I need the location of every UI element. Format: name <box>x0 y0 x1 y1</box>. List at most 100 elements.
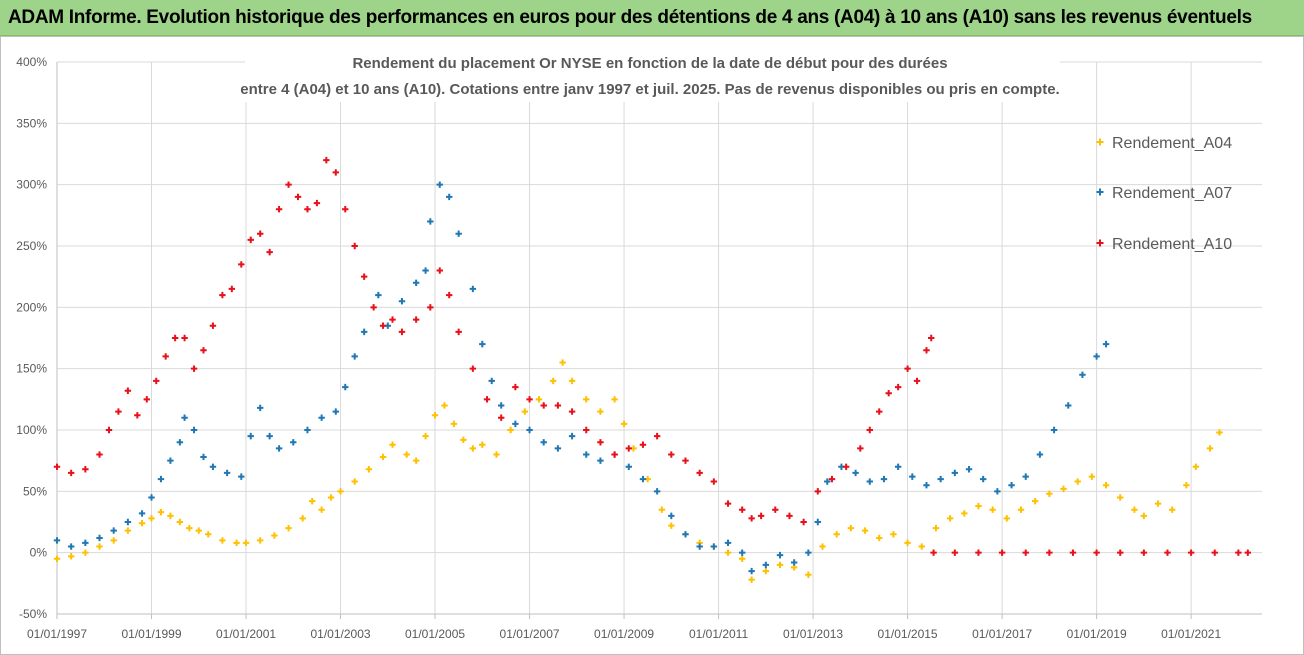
data-point-rendement_a07 <box>446 193 453 201</box>
data-point-rendement_a07 <box>762 561 770 569</box>
data-point-rendement_a10 <box>190 365 198 372</box>
data-point-rendement_a10 <box>238 261 245 268</box>
data-point-rendement_a10 <box>653 432 661 440</box>
data-point-rendement_a04 <box>724 549 732 556</box>
x-tick-label: 01/01/2017 <box>972 627 1032 641</box>
data-point-rendement_a04 <box>271 532 278 539</box>
data-point-rendement_a07 <box>526 426 533 434</box>
data-point-rendement_a10 <box>923 347 930 354</box>
data-point-rendement_a10 <box>483 396 491 403</box>
data-point-rendement_a10 <box>975 549 982 556</box>
data-point-rendement_a10 <box>436 267 443 274</box>
y-tick-label: 400% <box>16 55 47 69</box>
x-tick-label: 01/01/2019 <box>1067 627 1127 641</box>
data-point-rendement_a07 <box>318 414 325 421</box>
data-point-rendement_a04 <box>668 522 675 529</box>
data-point-rendement_a10 <box>105 426 113 434</box>
data-point-rendement_a10 <box>1187 549 1195 556</box>
data-point-rendement_a04 <box>776 561 784 569</box>
data-point-rendement_a04 <box>1140 512 1148 520</box>
data-point-rendement_a04 <box>256 537 264 544</box>
data-point-rendement_a07 <box>540 439 547 446</box>
data-point-rendement_a10 <box>512 383 519 391</box>
data-point-rendement_a10 <box>313 199 321 207</box>
data-point-rendement_a10 <box>1046 549 1053 556</box>
data-point-rendement_a04 <box>620 420 628 428</box>
data-point-rendement_a07 <box>360 328 368 336</box>
data-point-rendement_a04 <box>337 488 344 495</box>
data-point-rendement_a07 <box>909 473 916 480</box>
data-point-rendement_a04 <box>242 539 250 547</box>
data-point-rendement_a04 <box>412 457 420 464</box>
data-point-rendement_a04 <box>365 466 373 473</box>
data-point-rendement_a10 <box>540 402 547 409</box>
data-point-rendement_a04 <box>1102 482 1110 489</box>
data-point-rendement_a10 <box>455 328 462 336</box>
data-point-rendement_a07 <box>639 475 647 483</box>
data-point-rendement_a04 <box>1017 506 1025 513</box>
data-point-rendement_a04 <box>658 506 666 513</box>
data-point-rendement_a10 <box>842 463 850 470</box>
data-point-rendement_a10 <box>82 466 89 473</box>
data-point-rendement_a04 <box>1074 478 1081 485</box>
legend-marker <box>1096 138 1104 146</box>
data-point-rendement_a04 <box>351 478 358 485</box>
data-point-rendement_a10 <box>162 353 169 360</box>
data-point-rendement_a10 <box>143 396 150 403</box>
data-point-rendement_a07 <box>1065 402 1072 409</box>
data-point-rendement_a10 <box>894 383 902 391</box>
data-point-rendement_a07 <box>653 488 661 495</box>
header-banner: ADAM Informe. Evolution historique des p… <box>0 0 1304 36</box>
data-point-rendement_a04 <box>82 549 89 556</box>
data-point-rendement_a04 <box>327 494 335 501</box>
data-point-rendement_a10 <box>857 445 864 452</box>
data-point-rendement_a07 <box>436 181 443 188</box>
data-point-rendement_a07 <box>238 473 245 480</box>
data-point-rendement_a04 <box>559 359 566 366</box>
data-point-rendement_a04 <box>1169 506 1176 513</box>
data-point-rendement_a10 <box>876 408 883 415</box>
series-Rendement_A10 <box>53 156 1252 556</box>
data-point-rendement_a10 <box>639 441 647 448</box>
data-point-rendement_a07 <box>398 298 406 305</box>
data-point-rendement_a10 <box>814 488 822 495</box>
data-point-rendement_a04 <box>611 396 618 403</box>
data-point-rendement_a10 <box>625 445 632 452</box>
data-point-rendement_a07 <box>455 230 462 237</box>
data-point-rendement_a10 <box>913 377 921 385</box>
data-point-rendement_a07 <box>994 488 1001 495</box>
data-point-rendement_a04 <box>124 527 132 534</box>
data-point-rendement_a04 <box>1206 445 1214 452</box>
x-tick-label: 01/01/2013 <box>783 627 843 641</box>
data-point-rendement_a04 <box>67 553 75 560</box>
y-tick-label: 250% <box>16 239 47 253</box>
data-point-rendement_a07 <box>479 340 486 348</box>
data-point-rendement_a10 <box>928 334 935 342</box>
data-point-rendement_a07 <box>1008 482 1015 489</box>
data-point-rendement_a04 <box>176 518 184 526</box>
x-tick-label: 01/01/2011 <box>689 627 748 641</box>
data-point-rendement_a10 <box>1235 549 1242 556</box>
data-point-rendement_a10 <box>554 402 562 409</box>
data-point-rendement_a07 <box>979 475 987 483</box>
data-point-rendement_a04 <box>422 432 429 440</box>
data-point-rendement_a10 <box>904 365 911 372</box>
data-point-rendement_a04 <box>597 408 604 415</box>
data-point-rendement_a04 <box>96 543 103 550</box>
data-point-rendement_a07 <box>223 469 231 477</box>
data-point-rendement_a10 <box>696 469 703 477</box>
y-tick-label: 300% <box>16 178 47 192</box>
data-point-rendement_a04 <box>762 567 770 575</box>
y-tick-label: 0% <box>30 546 48 560</box>
legend-marker <box>1096 239 1104 247</box>
data-point-rendement_a04 <box>53 555 61 562</box>
data-point-rendement_a07 <box>880 475 888 483</box>
data-point-rendement_a04 <box>233 539 240 547</box>
data-point-rendement_a04 <box>460 436 467 444</box>
y-tick-label: -50% <box>19 607 47 621</box>
data-point-rendement_a07 <box>583 451 590 458</box>
data-point-rendement_a07 <box>375 291 382 299</box>
data-point-rendement_a04 <box>450 420 458 428</box>
data-point-rendement_a10 <box>304 206 311 213</box>
